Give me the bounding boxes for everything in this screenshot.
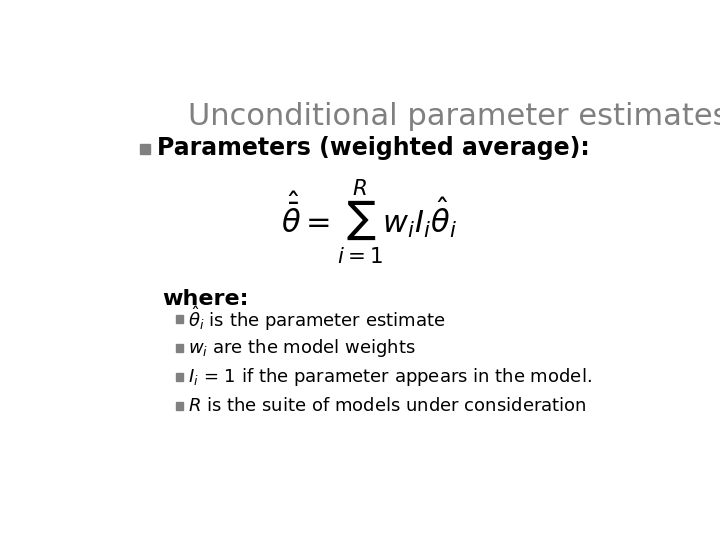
Text: $w_i$ are the model weights: $w_i$ are the model weights [188,337,415,359]
Bar [140,144,150,154]
Text: $I_i$ = 1 if the parameter appears in the model.: $I_i$ = 1 if the parameter appears in th… [188,366,591,388]
Text: $\hat{\bar{\theta}} = \sum_{i=1}^{R} w_i I_i \hat{\theta}_i$: $\hat{\bar{\theta}} = \sum_{i=1}^{R} w_i… [281,178,457,267]
Bar [176,373,183,381]
Bar [176,315,183,322]
Bar [176,344,183,352]
Bar [176,402,183,410]
Text: Parameters (weighted average):: Parameters (weighted average): [157,136,590,160]
Text: $R$ is the suite of models under consideration: $R$ is the suite of models under conside… [188,397,586,415]
Text: where:: where: [163,289,249,309]
Text: Unconditional parameter estimates: Unconditional parameter estimates [188,102,720,131]
Text: $\hat{\theta}_i$ is the parameter estimate: $\hat{\theta}_i$ is the parameter estima… [188,305,445,333]
